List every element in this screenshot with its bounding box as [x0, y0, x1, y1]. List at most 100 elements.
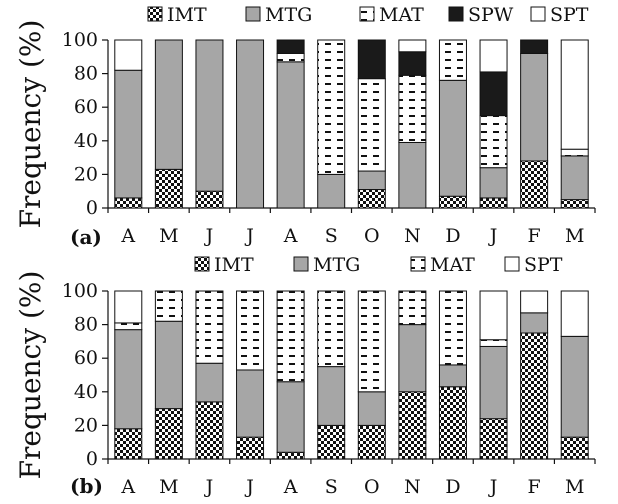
- bar-segment-imt: [520, 332, 549, 460]
- x-tick-label: N: [404, 476, 421, 498]
- y-tick-label: 100: [62, 280, 98, 302]
- bar-segment-imt: [114, 428, 143, 460]
- bar-segment-spt: [520, 290, 549, 314]
- bar-segment-spw: [276, 39, 305, 54]
- bar-segment-mtg: [438, 364, 467, 388]
- bar-segment-mat: [317, 39, 346, 175]
- bar-segment-imt: [357, 189, 386, 209]
- x-tick-label: D: [445, 476, 460, 498]
- y-tick-label: 40: [74, 381, 98, 403]
- bar-segment-imt: [479, 418, 508, 460]
- legend-swatch-mtg: [245, 6, 261, 22]
- x-tick-label: M: [565, 225, 584, 247]
- bar-segment-mtg: [357, 391, 386, 426]
- legend-label-spt: SPT: [550, 4, 589, 26]
- legend-swatch-mtg: [293, 256, 309, 272]
- bar-segment-mat: [398, 74, 427, 143]
- bar-segment-mat: [114, 322, 143, 331]
- x-tick-label: A: [283, 476, 298, 498]
- bar-segment-mtg: [520, 52, 549, 162]
- bar-segment-mtg: [520, 312, 549, 334]
- bar-segment-spw: [398, 51, 427, 76]
- bar-segment-imt: [236, 436, 265, 460]
- bar-segment-mat: [560, 148, 589, 157]
- legend-swatch-spw: [448, 6, 464, 22]
- bar-segment-mat: [195, 290, 224, 364]
- bar-segment-spt: [560, 39, 589, 150]
- bar-segment-mtg: [438, 79, 467, 197]
- bar-segment-imt: [154, 168, 183, 209]
- legend-label-mat: MAT: [430, 254, 475, 276]
- bar-segment-mat: [398, 290, 427, 326]
- panel-label: (a): [70, 225, 102, 249]
- y-axis-label: Frequency (%): [14, 271, 47, 480]
- bar-segment-mtg: [357, 170, 386, 191]
- bar-segment-spt: [560, 290, 589, 337]
- y-tick-label: 40: [74, 130, 98, 152]
- bar-segment-imt: [317, 424, 346, 460]
- bar-segment-mtg: [195, 39, 224, 192]
- x-tick-label: M: [565, 476, 584, 498]
- bar-segment-spt: [479, 290, 508, 341]
- x-tick-label: J: [204, 476, 214, 498]
- x-tick-label: S: [325, 225, 338, 247]
- legend-label-imt: IMT: [214, 254, 254, 276]
- x-tick-label: M: [159, 476, 178, 498]
- legend-swatch-spt: [530, 6, 546, 22]
- bar-segment-imt: [479, 197, 508, 209]
- x-tick-label: F: [528, 476, 541, 498]
- x-tick-label: A: [120, 476, 135, 498]
- x-tick-label: J: [204, 225, 214, 247]
- bar-segment-mat: [438, 39, 467, 81]
- x-tick-label: J: [244, 476, 254, 498]
- bar-segment-spt: [398, 39, 427, 53]
- bar-segment-imt: [195, 401, 224, 460]
- x-tick-label: J: [488, 225, 498, 247]
- legend-label-mtg: MTG: [265, 4, 312, 26]
- legend-swatch-mat: [359, 6, 375, 22]
- bar-segment-imt: [560, 199, 589, 209]
- bar-segment-mtg: [479, 167, 508, 199]
- bar-segment-mat: [236, 290, 265, 371]
- bar-segment-spw: [479, 71, 508, 117]
- x-tick-label: J: [488, 476, 498, 498]
- legend-swatch-spt: [504, 256, 520, 272]
- bar-segment-imt: [195, 190, 224, 209]
- bar-segment-mat: [154, 290, 183, 322]
- y-tick-label: 80: [74, 63, 98, 85]
- y-tick-label: 20: [74, 414, 98, 436]
- bar-segment-imt: [520, 160, 549, 209]
- x-tick-label: O: [364, 225, 380, 247]
- bar-segment-mtg: [114, 329, 143, 430]
- x-tick-label: A: [283, 225, 298, 247]
- x-tick-label: J: [244, 225, 254, 247]
- y-tick-label: 0: [86, 448, 98, 470]
- x-tick-label: A: [120, 225, 135, 247]
- bar-segment-imt: [560, 436, 589, 460]
- legend-label-mtg: MTG: [313, 254, 360, 276]
- bar-segment-mtg: [479, 345, 508, 420]
- bar-segment-mat: [479, 115, 508, 169]
- x-tick-label: M: [159, 225, 178, 247]
- bar-segment-mtg: [195, 362, 224, 403]
- bar-segment-mtg: [317, 366, 346, 426]
- bar-segment-spw: [520, 39, 549, 54]
- bar-segment-spw: [357, 39, 386, 80]
- y-tick-label: 100: [62, 29, 98, 51]
- legend-label-spw: SPW: [468, 4, 514, 26]
- bar-segment-imt: [276, 451, 305, 460]
- bar-segment-mtg: [276, 61, 305, 209]
- bar-segment-mat: [357, 290, 386, 393]
- bar-segment-imt: [438, 386, 467, 460]
- bar-segment-mat: [276, 52, 305, 63]
- bar-segment-mtg: [276, 381, 305, 453]
- bar-segment-mtg: [114, 69, 143, 199]
- bar-segment-mat: [479, 339, 508, 347]
- bar-segment-spt: [114, 290, 143, 324]
- bar-segment-imt: [438, 195, 467, 209]
- legend-swatch-mat: [410, 256, 426, 272]
- y-tick-label: 60: [74, 347, 98, 369]
- bar-segment-mtg: [317, 173, 346, 209]
- bar-segment-mat: [317, 290, 346, 368]
